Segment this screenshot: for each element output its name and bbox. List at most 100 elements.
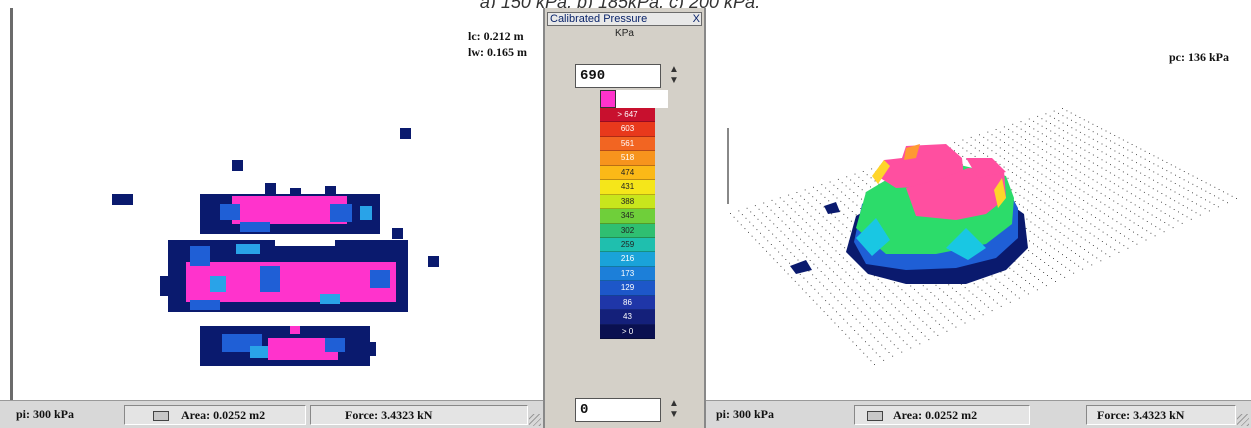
grid-dot bbox=[1045, 167, 1047, 169]
grid-dot bbox=[757, 218, 759, 220]
grid-dot bbox=[1123, 155, 1124, 157]
grid-dot bbox=[1024, 123, 1026, 125]
pressure-map-2d[interactable] bbox=[0, 8, 543, 404]
grid-dot bbox=[802, 288, 803, 290]
grid-dot bbox=[1049, 179, 1051, 180]
palette-title-bar[interactable]: Calibrated Pressure X bbox=[547, 12, 702, 26]
grid-dot bbox=[963, 297, 965, 299]
grid-dot bbox=[1122, 179, 1124, 181]
grid-dot bbox=[1172, 227, 1174, 229]
calibrated-pressure-palette[interactable]: Calibrated Pressure X KPa 690 ▲ ▼ > 647 60… bbox=[543, 8, 706, 428]
grid-dot bbox=[1015, 183, 1017, 185]
grid-dot bbox=[1166, 170, 1168, 172]
grid-dot bbox=[832, 307, 834, 309]
grid-dot bbox=[1049, 187, 1051, 189]
pressure-map-2d-pane[interactable]: lc: 0.212 m lw: 0.165 m pi: 300 kPa Area… bbox=[0, 8, 543, 428]
grid-dot bbox=[1105, 178, 1107, 180]
grid-dot bbox=[968, 290, 970, 292]
grid-dot bbox=[1049, 255, 1050, 257]
grid-dot bbox=[798, 215, 800, 216]
grid-dot bbox=[834, 216, 836, 218]
grid-dot bbox=[804, 232, 806, 234]
grid-dot bbox=[1115, 230, 1117, 232]
grid-dot bbox=[995, 278, 997, 280]
grid-dot bbox=[819, 203, 821, 205]
min-spin-arrows-icon[interactable]: ▲ ▼ bbox=[669, 398, 679, 420]
scale-step: 259 bbox=[600, 237, 655, 253]
grid-dot bbox=[1009, 267, 1011, 269]
grid-dot bbox=[1123, 147, 1124, 149]
grid-dot bbox=[1062, 178, 1064, 180]
resize-grip-icon[interactable] bbox=[1237, 414, 1249, 426]
grid-dot bbox=[866, 174, 868, 176]
grid-dot bbox=[857, 333, 859, 335]
max-pressure-input[interactable]: 690 bbox=[575, 64, 661, 88]
area-icon bbox=[153, 411, 169, 421]
grid-dot bbox=[804, 189, 806, 191]
grid-dot bbox=[951, 323, 953, 325]
max-spin-arrows-icon[interactable]: ▲ ▼ bbox=[669, 64, 679, 86]
grid-dot bbox=[971, 304, 973, 306]
grid-dot bbox=[806, 212, 808, 214]
grid-dot bbox=[1227, 202, 1228, 204]
grid-dot bbox=[1095, 207, 1097, 209]
grid-dot bbox=[1105, 253, 1107, 255]
grid-dot bbox=[1029, 230, 1031, 232]
grid-dot bbox=[754, 205, 756, 207]
grid-dot bbox=[1008, 136, 1010, 138]
grid-dot bbox=[1110, 246, 1112, 248]
grid-dot bbox=[1044, 193, 1046, 195]
min-pressure-input[interactable]: 0 bbox=[575, 398, 661, 422]
grid-dot bbox=[1050, 123, 1051, 124]
grid-dot bbox=[1016, 157, 1018, 159]
grid-dot bbox=[987, 139, 989, 141]
grid-dot bbox=[1118, 160, 1120, 162]
grid-dot bbox=[1053, 199, 1055, 201]
grid-dot bbox=[1127, 165, 1129, 167]
grid-dot bbox=[1114, 249, 1116, 251]
grid-dot bbox=[787, 273, 789, 275]
grid-dot bbox=[873, 311, 875, 313]
grid-dot bbox=[1146, 230, 1148, 232]
grid-dot bbox=[1087, 202, 1089, 204]
grid-dot bbox=[936, 309, 938, 311]
grid-dot bbox=[770, 209, 772, 211]
grid-dot bbox=[959, 294, 961, 296]
pressure-map-3d-pane[interactable]: pc: 136 kPa pi: 300 kPa Area: 0.0252 m2 … bbox=[706, 8, 1251, 428]
grid-dot bbox=[1084, 134, 1086, 136]
grid-dot bbox=[995, 144, 997, 146]
grid-dot bbox=[1096, 190, 1098, 192]
grid-dot bbox=[879, 356, 881, 358]
grid-dot bbox=[875, 352, 877, 354]
grid-dot bbox=[1144, 158, 1146, 160]
grid-dot bbox=[915, 339, 917, 341]
grid-dot bbox=[1187, 190, 1189, 191]
close-icon[interactable]: X bbox=[692, 13, 700, 25]
inflation-pressure-label: pi: 300 kPa bbox=[16, 407, 75, 421]
grid-dot bbox=[1060, 273, 1062, 275]
grid-dot bbox=[866, 329, 868, 331]
grid-dot bbox=[1070, 259, 1072, 261]
resize-grip-icon[interactable] bbox=[529, 414, 541, 426]
grid-dot bbox=[831, 282, 833, 283]
grid-dot bbox=[815, 209, 817, 211]
grid-dot bbox=[785, 224, 787, 226]
grid-dot bbox=[927, 313, 929, 315]
grid-dot bbox=[852, 315, 854, 316]
grid-dot bbox=[1050, 146, 1052, 148]
grid-dot bbox=[991, 134, 993, 136]
grid-dot bbox=[769, 219, 771, 221]
grid-dot bbox=[1033, 120, 1035, 122]
pressure-cell bbox=[370, 270, 390, 288]
pressure-surface-3d[interactable] bbox=[706, 8, 1251, 404]
grid-dot bbox=[846, 322, 848, 324]
grid-dot bbox=[758, 208, 760, 210]
grid-dot bbox=[1052, 217, 1054, 219]
grid-dot bbox=[1105, 169, 1107, 171]
grid-dot bbox=[826, 289, 828, 291]
grid-dot bbox=[854, 330, 856, 331]
grid-dot bbox=[1086, 220, 1088, 222]
grid-dot bbox=[841, 182, 843, 184]
grid-dot bbox=[940, 312, 942, 314]
grid-dot bbox=[886, 336, 888, 338]
